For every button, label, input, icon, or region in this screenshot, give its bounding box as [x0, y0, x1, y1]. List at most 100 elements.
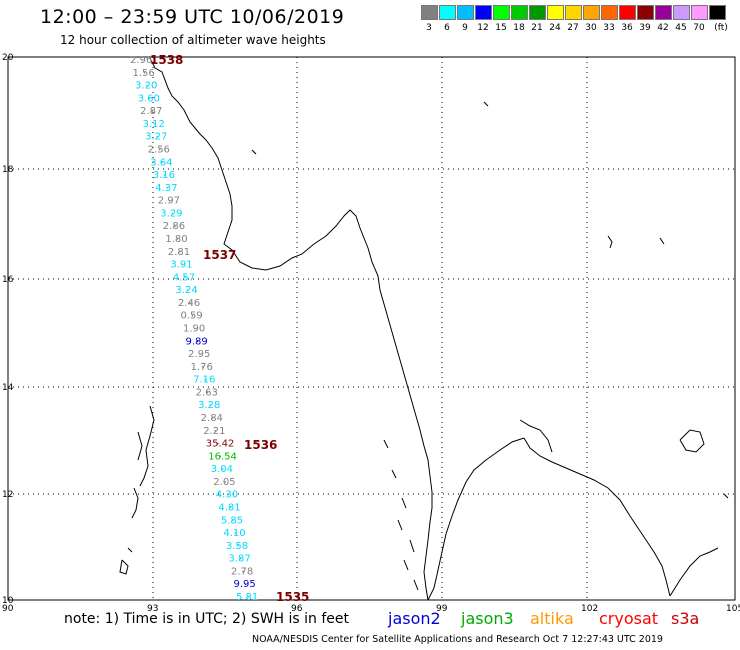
wave-height-label: 1.56: [133, 68, 155, 79]
wave-height-label: 2.05: [213, 477, 235, 488]
track-point: [209, 404, 211, 407]
track-point: [143, 71, 146, 74]
track-point: [201, 366, 204, 368]
map-title: 12:00 – 23:59 UTC 10/06/2019: [40, 6, 345, 28]
legend-swatch: [619, 5, 636, 20]
lat-tick-label: 18: [2, 165, 14, 175]
legend-swatch: [529, 5, 546, 20]
track-point: [196, 340, 199, 343]
lon-tick-label: 105: [726, 604, 740, 614]
legend-swatch: [601, 5, 618, 20]
track-point: [219, 455, 222, 458]
track-point: [151, 110, 153, 112]
legend-label: 3: [426, 23, 432, 33]
track-point: [232, 519, 234, 522]
track-point: [216, 442, 219, 445]
legend-swatch: [655, 5, 672, 20]
wave-height-label: 3.12: [143, 119, 165, 130]
track-point: [227, 493, 229, 496]
track-point: [184, 276, 186, 279]
wave-height-label: 4.37: [155, 183, 177, 194]
track-point: [163, 174, 166, 176]
track-point: [244, 583, 247, 586]
legend-unit: (ft): [714, 23, 728, 33]
wave-height-label: 4.10: [223, 528, 245, 539]
satellite-legend-item: altika: [530, 609, 574, 628]
wave-height-label: 9.95: [233, 579, 255, 590]
track-point: [214, 429, 216, 432]
wave-height-label: 16.54: [208, 451, 237, 462]
lon-tick-label: 96: [291, 604, 303, 614]
legend-label: 24: [549, 23, 561, 33]
wave-height-label: 3.60: [138, 93, 160, 104]
wave-height-label: 4.57: [173, 272, 195, 283]
legend-label: 12: [477, 23, 489, 33]
pass-time-label: 1537: [203, 248, 236, 262]
legend-label: 27: [567, 23, 579, 33]
wave-height-label: 5.81: [236, 592, 258, 603]
wave-height-label: 3.91: [170, 260, 192, 271]
track-point: [146, 84, 148, 87]
legend-swatch: [673, 5, 690, 20]
legend-swatch: [637, 5, 654, 20]
wave-height-label: 3.28: [198, 400, 220, 411]
legend-label: 33: [603, 23, 615, 33]
map-subtitle: 12 hour collection of altimeter wave hei…: [60, 33, 326, 47]
satellite-legend-item: jason3: [461, 609, 514, 628]
track-point: [224, 481, 227, 483]
track-point: [189, 302, 191, 304]
satellite-legend-item: s3a: [671, 609, 700, 628]
track-point: [171, 212, 174, 215]
wave-height-label: 3.87: [228, 554, 250, 565]
track-point: [181, 263, 184, 266]
wave-height-label: 2.56: [148, 145, 170, 156]
track-point: [166, 187, 169, 189]
lon-tick-label: 102: [581, 604, 598, 614]
pass-time-label: 1536: [244, 438, 277, 452]
track-point: [206, 391, 209, 394]
track-point: [221, 468, 224, 470]
legend-label: 15: [495, 23, 507, 33]
wave-height-label: 4.30: [216, 490, 238, 501]
legend-label: 45: [675, 23, 687, 33]
satellite-legend-item: cryosat: [599, 609, 659, 628]
track-point: [148, 97, 151, 100]
track-point: [194, 327, 196, 330]
wave-height-label: 1.90: [183, 324, 205, 335]
lat-tick-label: 12: [2, 490, 13, 500]
track-point: [229, 506, 232, 509]
wave-height-label: 2.78: [231, 566, 253, 577]
legend-swatch: [511, 5, 528, 20]
legend-swatch: [475, 5, 492, 20]
wave-height-label: 3.04: [211, 464, 233, 475]
wave-height-label: 9.89: [186, 336, 208, 347]
legend-label: 6: [444, 23, 450, 33]
legend-swatch: [565, 5, 582, 20]
track-point: [239, 557, 242, 560]
track-point: [176, 238, 179, 240]
wave-height-labels: 2.96 1.56 3.203.60 2.87 3.12 3.27 2.563.64 3.16…: [130, 55, 258, 603]
lon-tick-label: 93: [147, 604, 158, 614]
legend-swatch: [709, 5, 726, 20]
legend-label: 21: [531, 23, 543, 33]
lon-tick-label: 90: [2, 604, 14, 614]
wave-height-label: 3.16: [153, 170, 175, 181]
legend-swatch: [493, 5, 510, 20]
wave-height-label: 0.59: [180, 311, 202, 322]
wave-height-label: 2.95: [188, 349, 210, 360]
track-point: [242, 570, 244, 573]
wave-height-label: 4.81: [218, 503, 240, 514]
track-point: [179, 250, 181, 253]
wave-height-label: 2.63: [196, 387, 218, 398]
wave-height-label: 3.27: [145, 132, 167, 143]
legend-label: 42: [657, 23, 669, 33]
satellite-tracks: [141, 59, 249, 598]
legend-swatch: [421, 5, 438, 20]
coastline: [119, 57, 729, 601]
track-point: [156, 135, 158, 138]
wave-height-label: 2.96: [130, 55, 152, 66]
legend-label: 39: [639, 23, 651, 33]
credit-line: NOAA/NESDIS Center for Satellite Applica…: [252, 634, 663, 645]
legend-swatch: [439, 5, 456, 20]
